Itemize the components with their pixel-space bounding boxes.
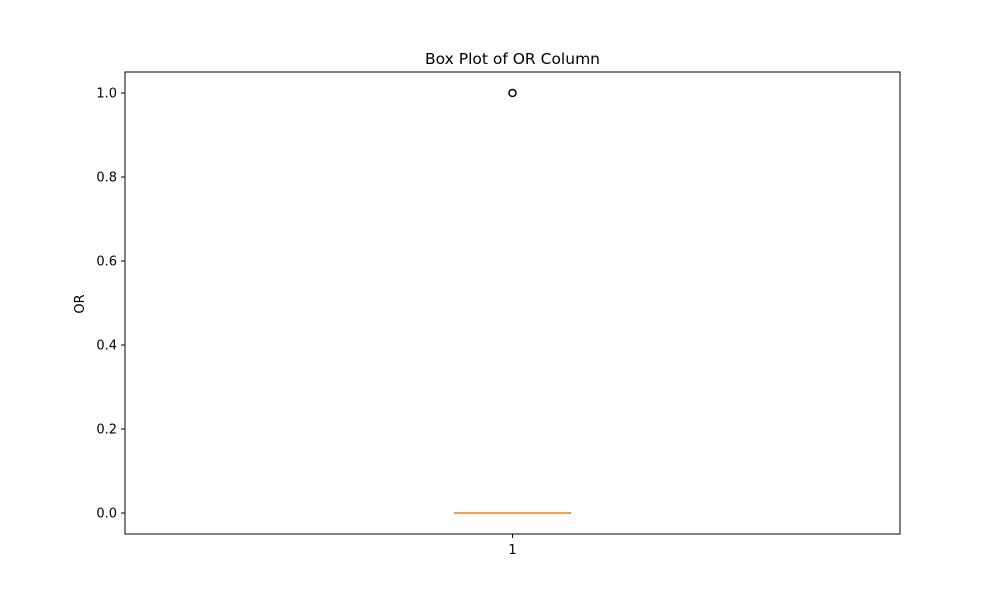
box-plot-series — [453, 88, 572, 514]
y-axis-label: OR — [73, 294, 88, 313]
x-axis-ticks: 1 — [508, 534, 517, 558]
y-tick-label: 0.6 — [96, 255, 117, 270]
y-tick-label: 0.0 — [96, 507, 117, 522]
outlier-point — [508, 88, 517, 98]
plot-frame — [124, 71, 901, 535]
y-tick-label: 0.4 — [96, 339, 117, 354]
chart-title: Box Plot of OR Column — [425, 50, 600, 68]
y-axis-ticks: 0.0 0.2 0.4 0.6 0.8 1.0 — [96, 87, 125, 522]
x-tick-label: 1 — [508, 543, 516, 558]
y-tick-label: 0.8 — [96, 171, 117, 186]
y-tick-label: 1.0 — [96, 87, 117, 102]
y-tick-label: 0.2 — [96, 423, 117, 438]
